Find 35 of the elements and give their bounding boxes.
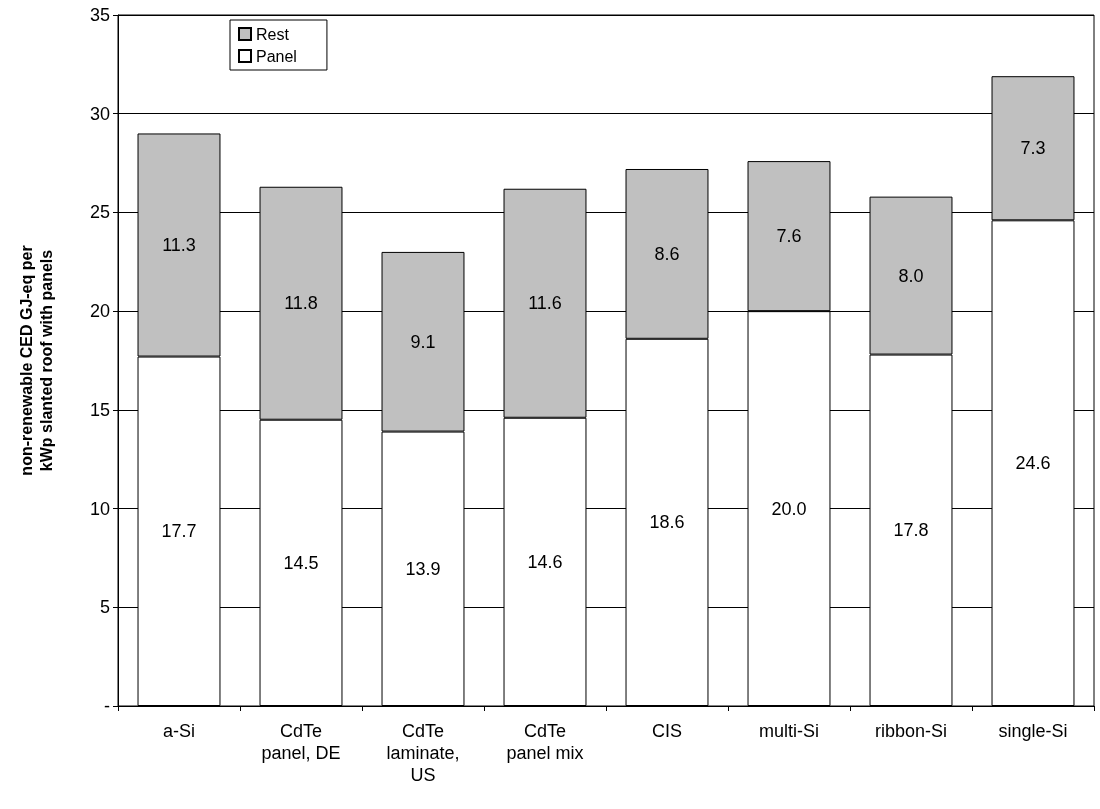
x-tick-label: CdTe laminate, US [386, 721, 460, 785]
data-label: 24.6 [1015, 453, 1051, 474]
data-label: 8.6 [654, 243, 680, 264]
y-tick-label: 15 [89, 399, 110, 420]
x-tick-label: a-Si [162, 721, 196, 741]
x-tick-label: single-Si [998, 721, 1068, 741]
data-label: 11.3 [162, 235, 196, 255]
data-label: 11.6 [528, 293, 562, 314]
y-tick-label: 5 [99, 597, 110, 618]
data-label: 11.8 [284, 293, 318, 314]
y-tick-label: 25 [89, 202, 110, 223]
data-label: 9.1 [410, 331, 436, 352]
y-tick-label: 10 [89, 498, 110, 519]
x-tick-label: CdTe panel, DE [261, 721, 341, 763]
data-label: 8.0 [898, 265, 924, 286]
data-label: 20.0 [771, 498, 807, 519]
data-label: 17.7 [161, 521, 197, 542]
x-tick-label: multi-Si [758, 721, 820, 741]
legend-label: Panel [256, 47, 297, 65]
data-label: 13.9 [405, 558, 441, 579]
data-label: 7.6 [776, 226, 802, 247]
x-tick-label: CIS [651, 721, 683, 741]
data-label: 14.5 [283, 552, 319, 573]
y-tick-label: 35 [89, 5, 110, 25]
x-tick-label: CdTe panel mix [506, 721, 584, 763]
data-label: 14.6 [527, 551, 563, 572]
y-tick-label: 30 [89, 103, 110, 124]
legend-label: Rest [256, 25, 290, 43]
x-tick-label: ribbon-Si [874, 721, 948, 741]
data-label: 18.6 [649, 512, 685, 533]
y-axis-title: non-renewable CED GJ-eq per kWp slanted roof with panels [17, 245, 55, 476]
y-tick-label: - [104, 696, 110, 716]
data-label: 17.8 [893, 520, 929, 541]
y-tick-label: 20 [89, 301, 110, 322]
data-label: 7.3 [1020, 138, 1046, 159]
